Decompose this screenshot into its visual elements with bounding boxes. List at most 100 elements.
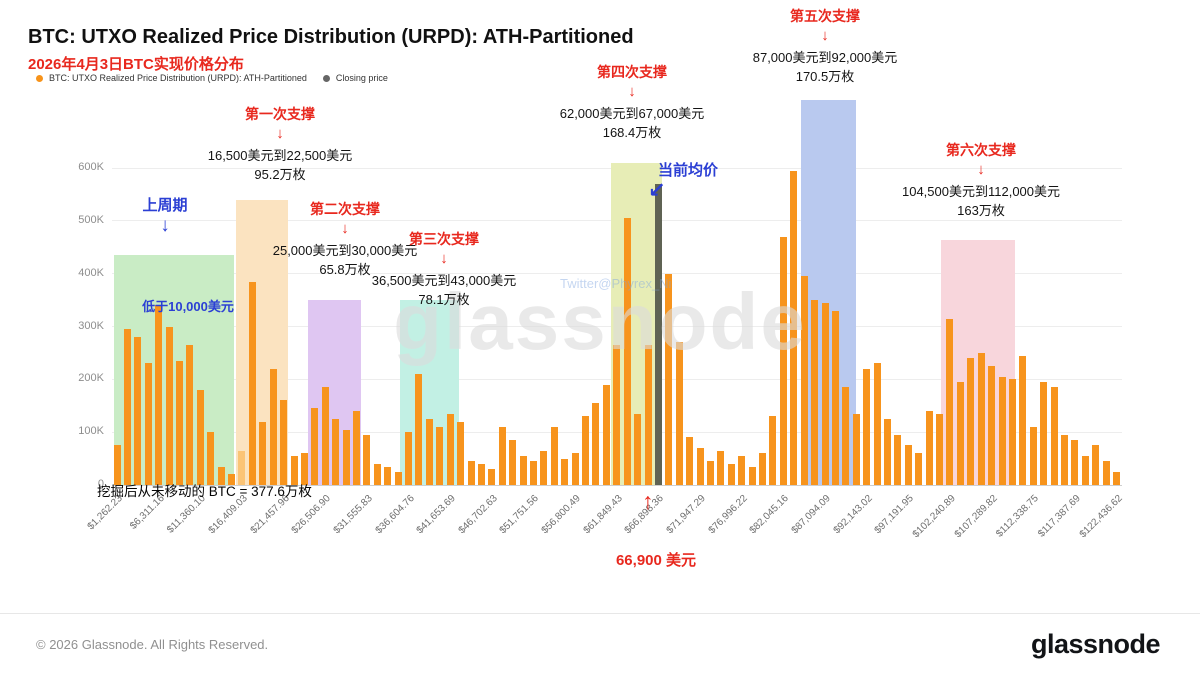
chart-legend: BTC: UTXO Realized Price Distribution (U… xyxy=(36,73,388,83)
urpd-bar xyxy=(727,463,735,485)
support-3-amount: 78.1万枚 xyxy=(418,292,470,308)
urpd-bar xyxy=(696,448,704,485)
urpd-bar xyxy=(207,432,215,485)
urpd-bar xyxy=(925,411,933,485)
urpd-bar xyxy=(321,387,329,485)
annotation-support-4: 第四次支撑 ↓ 62,000美元到67,000美元 168.4万枚 xyxy=(517,62,747,141)
urpd-bar xyxy=(280,400,288,485)
urpd-bar xyxy=(571,453,579,485)
x-tick-label: $46,702.63 xyxy=(456,493,500,537)
urpd-bar xyxy=(1029,426,1037,485)
support-3-title: 第三次支撑 xyxy=(409,231,479,247)
urpd-bar xyxy=(405,432,413,485)
y-tick-label: 0 xyxy=(97,478,104,490)
urpd-bar xyxy=(1019,355,1027,485)
urpd-bar xyxy=(623,218,631,485)
urpd-bar xyxy=(717,450,725,485)
urpd-bar xyxy=(967,358,975,485)
urpd-bar xyxy=(582,416,590,485)
urpd-bar xyxy=(769,416,777,485)
support-6-range: 104,500美元到112,000美元 xyxy=(901,184,1061,200)
urpd-bar xyxy=(248,281,256,485)
urpd-bar xyxy=(863,368,871,485)
urpd-bar xyxy=(477,463,485,485)
legend-urpd-dot-icon xyxy=(36,74,43,82)
x-tick-label: $56,800.49 xyxy=(539,493,583,537)
x-tick-label: $107,289.82 xyxy=(952,493,1000,541)
urpd-bar xyxy=(228,474,236,485)
down-arrow-icon: ↓ xyxy=(160,215,170,236)
urpd-bar xyxy=(300,453,308,485)
urpd-bar xyxy=(936,413,944,485)
annotation-current-avg: 当前均价 xyxy=(658,162,719,179)
chart-subtitle-cn: 2026年4月3日BTC实现价格分布 xyxy=(28,56,244,73)
support-5-title: 第五次支撑 xyxy=(790,8,860,24)
x-tick-label: $21,457.96 xyxy=(248,493,292,537)
urpd-bar xyxy=(196,389,204,485)
urpd-bar xyxy=(779,236,787,485)
urpd-bar xyxy=(998,376,1006,485)
down-arrow-icon: ↓ xyxy=(628,83,636,100)
x-tick-label: $6,311.16 xyxy=(127,493,167,532)
urpd-bar xyxy=(561,458,569,485)
urpd-bar xyxy=(342,429,350,485)
legend-closing-dot-icon xyxy=(322,74,330,82)
urpd-bar xyxy=(915,453,923,485)
y-tick-label: 400K xyxy=(78,266,104,279)
glassnode-logo: glassnode xyxy=(1030,629,1161,659)
grid-line xyxy=(112,484,1122,486)
x-tick-label: $26,506.90 xyxy=(289,493,334,537)
x-tick-label: $102,240.89 xyxy=(910,493,958,541)
urpd-bar xyxy=(613,345,621,485)
y-tick-label: 100K xyxy=(78,425,104,438)
support-5-amount: 170.5万枚 xyxy=(795,69,855,85)
urpd-bar xyxy=(1061,434,1069,485)
urpd-bar xyxy=(144,363,152,485)
glassnode-watermark: glassnode xyxy=(393,277,807,366)
urpd-bar xyxy=(592,403,600,485)
urpd-bar xyxy=(457,421,465,485)
urpd-bar xyxy=(134,337,142,485)
page-title: BTC: UTXO Realized Price Distribution (U… xyxy=(28,26,634,48)
closing-price-bar xyxy=(654,183,662,485)
urpd-bar xyxy=(165,326,173,485)
urpd-bar xyxy=(946,318,954,485)
urpd-bar xyxy=(425,418,433,485)
support-6-title: 第六次支撑 xyxy=(946,142,1016,158)
urpd-bar xyxy=(1113,471,1121,485)
urpd-bar xyxy=(1008,379,1016,485)
urpd-bar xyxy=(873,363,881,485)
annotation-support-6: 第六次支撑 ↓ 104,500美元到112,000美元 163万枚 xyxy=(866,140,1096,219)
urpd-bar xyxy=(1092,445,1100,485)
up-arrow-icon: ↑ xyxy=(642,488,654,514)
annotation-current-price: 66,900 美元 xyxy=(615,552,697,569)
x-tick-label: $16,409.03 xyxy=(206,493,250,537)
y-tick-label: 500K xyxy=(78,213,104,226)
urpd-bar xyxy=(540,450,548,485)
urpd-bar xyxy=(852,413,860,485)
urpd-bar xyxy=(186,345,194,485)
urpd-bar xyxy=(311,408,319,485)
urpd-bar xyxy=(332,418,340,485)
y-tick-label: 300K xyxy=(78,319,104,332)
urpd-bar xyxy=(123,329,131,485)
urpd-bar xyxy=(1102,461,1110,485)
urpd-bar xyxy=(352,411,360,485)
annotation-prev-cycle: 上周期 ↓ xyxy=(125,194,205,238)
urpd-bar xyxy=(1050,387,1058,485)
urpd-bar xyxy=(384,466,392,485)
prev-cycle-label: 上周期 xyxy=(142,197,188,214)
prev-cycle-range-label: 低于10,000美元 xyxy=(142,299,234,314)
x-tick-label: $82,045.16 xyxy=(747,493,792,537)
annotation-support-5: 第五次支撑 ↓ 87,000美元到92,000美元 170.5万枚 xyxy=(710,6,940,85)
x-tick-label: $31,555.83 xyxy=(331,493,375,537)
copyright-text: © 2026 Glassnode. All Rights Reserved. xyxy=(36,637,269,652)
twitter-watermark: Twitter@Phyrex_Ni xyxy=(560,276,672,291)
urpd-bar xyxy=(446,413,454,485)
urpd-bar xyxy=(1040,381,1048,485)
urpd-bar xyxy=(977,352,985,485)
urpd-bar xyxy=(738,455,746,485)
legend-label-urpd: BTC: UTXO Realized Price Distribution (U… xyxy=(49,73,307,83)
support-1-amount: 95.2万枚 xyxy=(254,167,306,183)
